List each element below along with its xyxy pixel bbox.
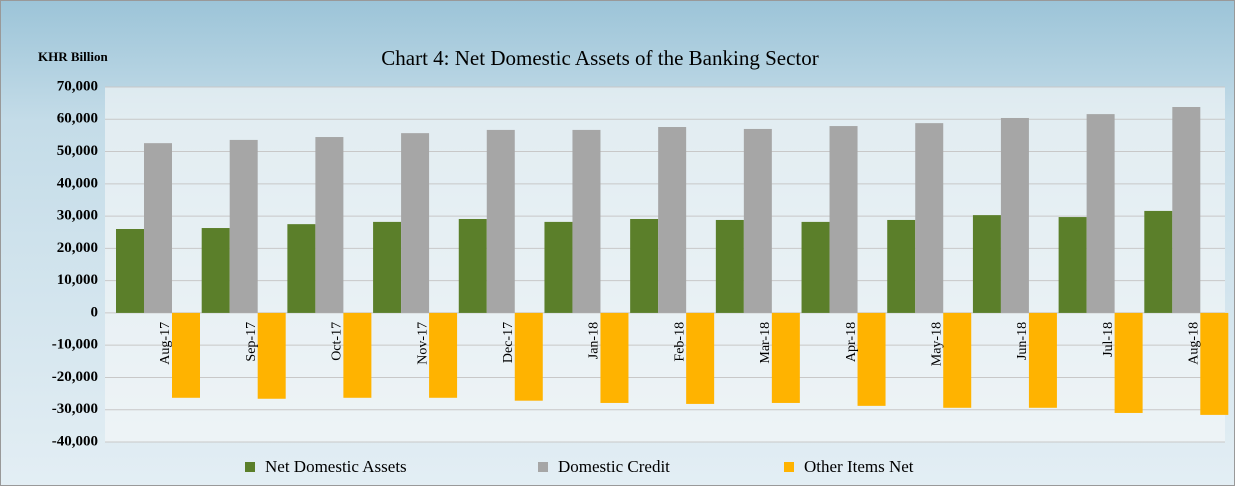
bar — [116, 229, 144, 313]
bar — [801, 221, 830, 313]
bar — [972, 215, 1001, 313]
bar — [172, 312, 200, 398]
bar — [1114, 312, 1143, 413]
x-tick-label: Feb-18 — [672, 322, 687, 362]
y-tick-label: -30,000 — [52, 401, 98, 417]
bar — [1172, 107, 1201, 313]
bar — [544, 221, 573, 313]
x-tick-label: Oct-17 — [330, 322, 345, 361]
bar — [257, 312, 286, 399]
y-axis-label: KHR Billion — [38, 49, 108, 64]
bar — [287, 224, 316, 313]
bar — [829, 126, 858, 313]
x-tick-label: Aug-18 — [1187, 322, 1202, 365]
bar — [1000, 117, 1029, 313]
bar — [715, 219, 744, 313]
bar — [315, 137, 344, 313]
bar — [658, 127, 687, 313]
x-tick-label: Dec-17 — [501, 322, 516, 363]
x-tick-label: Nov-17 — [415, 322, 430, 365]
bar — [1086, 114, 1115, 313]
bar — [1144, 210, 1173, 313]
bar — [572, 129, 601, 313]
bar — [1028, 312, 1057, 408]
legend-swatch — [245, 462, 255, 472]
x-tick-label: Jul-18 — [1101, 322, 1116, 357]
legend-label: Domestic Credit — [558, 457, 670, 476]
legend-swatch — [538, 462, 548, 472]
bar — [144, 143, 172, 313]
bar — [771, 312, 800, 403]
y-tick-label: 50,000 — [57, 143, 98, 159]
x-tick-label: Mar-18 — [758, 322, 773, 364]
bar — [401, 133, 430, 313]
bar — [743, 128, 772, 313]
y-tick-label: 0 — [91, 304, 99, 320]
bar — [630, 218, 659, 313]
x-tick-label: Jan-18 — [587, 322, 602, 359]
bar — [201, 228, 230, 313]
y-tick-label: -10,000 — [52, 337, 98, 353]
bar — [1200, 312, 1229, 415]
y-tick-label: 10,000 — [57, 272, 98, 288]
legend-swatch — [784, 462, 794, 472]
y-tick-label: 40,000 — [57, 175, 98, 191]
y-tick-label: 60,000 — [57, 111, 98, 127]
bar — [229, 139, 258, 313]
bar — [943, 312, 972, 408]
x-tick-label: Jun-18 — [1015, 322, 1030, 360]
bar — [373, 221, 402, 313]
y-tick-label: -40,000 — [52, 433, 98, 449]
x-tick-label: May-18 — [929, 322, 944, 366]
y-tick-label: -20,000 — [52, 369, 98, 385]
bar — [1058, 217, 1087, 313]
x-tick-label: Apr-18 — [844, 322, 859, 362]
x-tick-label: Aug-17 — [158, 322, 173, 365]
bar — [486, 129, 515, 313]
bar — [514, 312, 543, 401]
legend-label: Net Domestic Assets — [265, 457, 407, 476]
bar — [686, 312, 715, 404]
x-tick-label: Sep-17 — [244, 322, 259, 362]
y-tick-label: 70,000 — [57, 78, 98, 94]
bar — [343, 312, 372, 398]
bar — [887, 219, 916, 313]
bar — [429, 312, 458, 398]
legend-label: Other Items Net — [804, 457, 914, 476]
bar — [857, 312, 886, 406]
chart-title: Chart 4: Net Domestic Assets of the Bank… — [381, 46, 818, 70]
bar — [600, 312, 629, 403]
y-tick-label: 20,000 — [57, 240, 98, 256]
bar — [915, 123, 944, 313]
bar — [458, 218, 487, 313]
y-tick-label: 30,000 — [57, 208, 98, 224]
